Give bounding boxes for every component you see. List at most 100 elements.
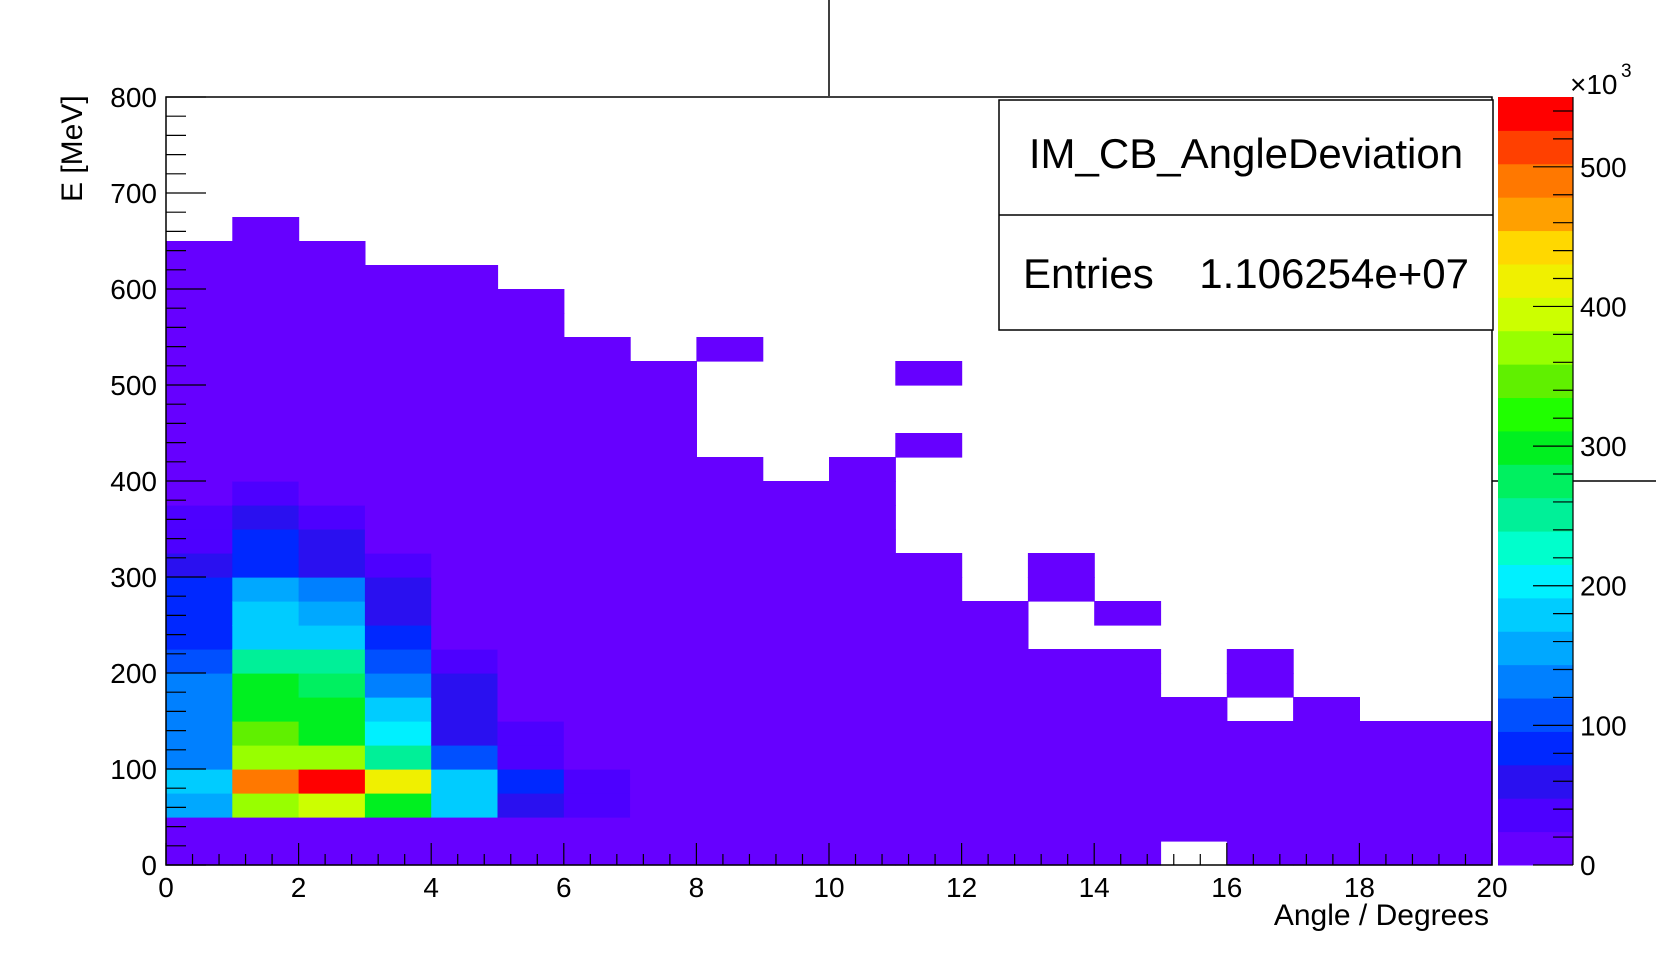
histogram-bin bbox=[232, 457, 300, 482]
histogram-bin bbox=[961, 721, 1029, 746]
histogram-bin bbox=[431, 673, 499, 698]
histogram-bin bbox=[696, 337, 764, 362]
x-tick-label: 0 bbox=[158, 872, 174, 903]
histogram-bin bbox=[829, 457, 896, 482]
histogram-bin bbox=[895, 361, 963, 386]
histogram-bin bbox=[232, 265, 300, 290]
histogram-bin bbox=[298, 529, 366, 554]
histogram-bin bbox=[232, 649, 300, 674]
histogram-bin bbox=[1160, 745, 1228, 770]
histogram-bin bbox=[364, 553, 432, 578]
y-tick-label: 200 bbox=[110, 658, 157, 689]
histogram-bin bbox=[829, 553, 896, 578]
colorbar-exponent: 3 bbox=[1621, 61, 1632, 82]
histogram-bin bbox=[431, 817, 499, 842]
histogram-bin bbox=[232, 217, 300, 242]
x-tick-label: 16 bbox=[1211, 872, 1242, 903]
histogram-bin bbox=[364, 505, 432, 530]
histogram-bin bbox=[364, 361, 432, 386]
histogram-bin bbox=[630, 553, 697, 578]
y-tick-label: 0 bbox=[141, 850, 157, 881]
histogram-bin bbox=[497, 769, 565, 794]
histogram-bin bbox=[563, 697, 631, 722]
histogram-bin bbox=[1160, 769, 1228, 794]
histogram-bin bbox=[166, 361, 233, 386]
histogram-bin bbox=[166, 553, 233, 578]
histogram-bin bbox=[696, 601, 764, 626]
y-tick-label: 700 bbox=[110, 178, 157, 209]
histogram-bin bbox=[696, 673, 764, 698]
histogram-bin bbox=[298, 577, 366, 602]
histogram-bin bbox=[232, 433, 300, 458]
histogram-bin bbox=[1027, 769, 1095, 794]
histogram-bin bbox=[630, 457, 697, 482]
histogram-bin bbox=[232, 817, 300, 842]
histogram-bin bbox=[762, 817, 830, 842]
histogram-bin bbox=[630, 817, 697, 842]
histogram-bin bbox=[166, 721, 233, 746]
y-tick-label: 100 bbox=[110, 754, 157, 785]
histogram-bin bbox=[630, 841, 697, 866]
histogram-bin bbox=[497, 529, 565, 554]
colorbar-swatch bbox=[1498, 197, 1573, 232]
colorbar-swatch bbox=[1498, 297, 1573, 332]
colorbar-swatch bbox=[1498, 497, 1573, 532]
histogram-bin bbox=[696, 457, 764, 482]
histogram-bin bbox=[1359, 769, 1427, 794]
histogram-bin bbox=[364, 385, 432, 410]
histogram-bin bbox=[961, 697, 1029, 722]
histogram-bin bbox=[696, 577, 764, 602]
colorbar-swatch bbox=[1498, 531, 1573, 565]
histogram-bin bbox=[829, 697, 896, 722]
histogram-bin bbox=[232, 337, 300, 362]
histogram-bin bbox=[563, 625, 631, 650]
x-tick-label: 18 bbox=[1344, 872, 1375, 903]
y-axis-label: E [MeV] bbox=[56, 95, 89, 202]
histogram-bin bbox=[431, 265, 499, 290]
colorbar-swatch bbox=[1498, 464, 1573, 499]
histogram-bin bbox=[762, 577, 830, 602]
colorbar-tick-label: 100 bbox=[1580, 710, 1627, 741]
histogram-bin bbox=[895, 577, 963, 602]
stats-box: IM_CB_AngleDeviation Entries 1.106254e+0… bbox=[998, 99, 1494, 331]
colorbar-multiplier: ×10 bbox=[1570, 69, 1618, 100]
histogram-bin bbox=[232, 241, 300, 266]
histogram-bin bbox=[696, 649, 764, 674]
histogram-bin bbox=[166, 649, 233, 674]
colorbar-tick-label: 300 bbox=[1580, 431, 1627, 462]
histogram-bin bbox=[630, 697, 697, 722]
histogram-bin bbox=[1094, 697, 1162, 722]
histogram-bin bbox=[1226, 745, 1294, 770]
colorbar-swatch bbox=[1498, 430, 1573, 465]
histogram-bin bbox=[630, 361, 697, 386]
histogram-bin bbox=[895, 841, 963, 866]
histogram-bins bbox=[166, 217, 1493, 866]
histogram-bin bbox=[298, 697, 366, 722]
histogram-bin bbox=[431, 553, 499, 578]
histogram-bin bbox=[1226, 793, 1294, 818]
histogram-bin bbox=[563, 385, 631, 410]
histogram-bin bbox=[1094, 817, 1162, 842]
histogram-bin bbox=[298, 361, 366, 386]
y-axis: 0 100 200 300 400 500 600 700 800 bbox=[110, 82, 206, 881]
histogram-bin bbox=[232, 793, 300, 818]
histogram-bin bbox=[497, 817, 565, 842]
histogram-bin bbox=[1425, 721, 1493, 746]
histogram-bin bbox=[563, 841, 631, 866]
histogram-bin bbox=[166, 313, 233, 338]
histogram-bin bbox=[696, 841, 764, 866]
histogram-bin bbox=[895, 601, 963, 626]
histogram-bin bbox=[232, 505, 300, 530]
histogram-bin bbox=[1160, 721, 1228, 746]
histogram-bin bbox=[630, 385, 697, 410]
histogram-bin bbox=[630, 649, 697, 674]
histogram-bin bbox=[1226, 817, 1294, 842]
histogram-bin bbox=[563, 649, 631, 674]
histogram-bin bbox=[895, 745, 963, 770]
histogram-bin bbox=[630, 433, 697, 458]
colorbar-swatch bbox=[1498, 731, 1573, 766]
histogram-bin bbox=[166, 673, 233, 698]
histogram-bin bbox=[298, 241, 366, 266]
histogram-bin bbox=[497, 505, 565, 530]
histogram-bin bbox=[829, 625, 896, 650]
